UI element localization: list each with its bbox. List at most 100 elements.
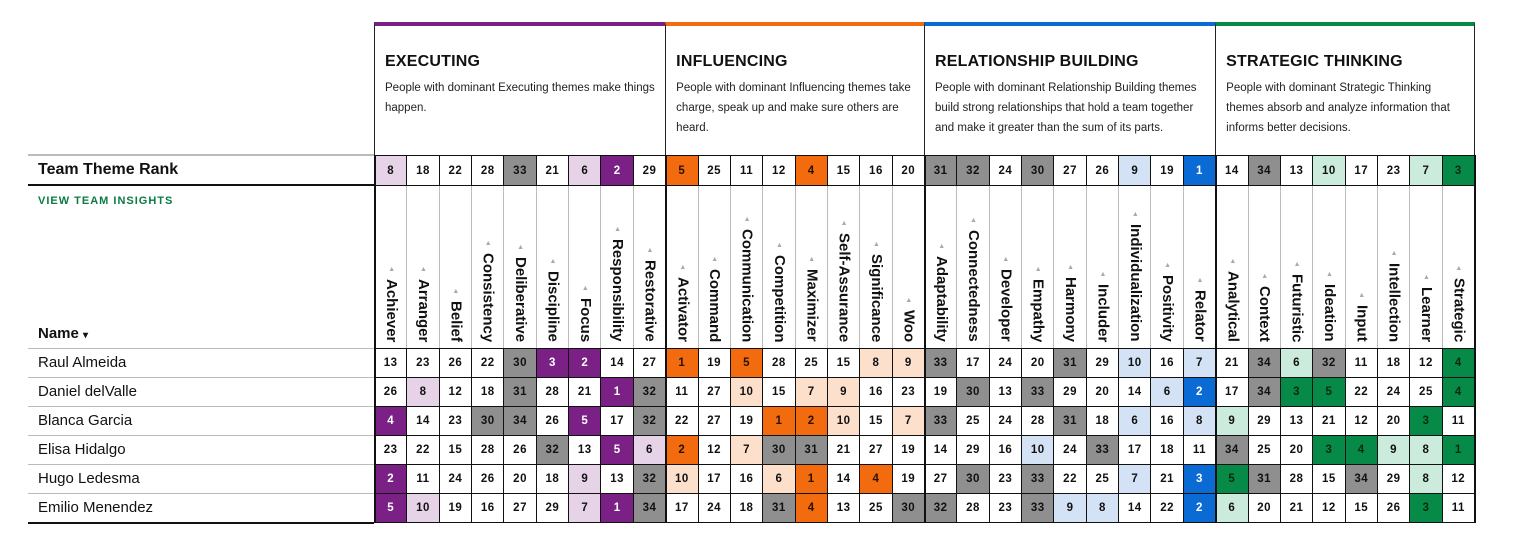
domain-header-executing: EXECUTING People with dominant Executing …: [374, 22, 667, 155]
theme-header-ideation[interactable]: ▲ Ideation: [1312, 185, 1345, 348]
member-rank-cell: 21: [1215, 348, 1249, 378]
theme-header-restorative[interactable]: ▲ Restorative: [632, 185, 666, 348]
sort-arrow-icon: ▲: [743, 215, 751, 223]
theme-header-arranger[interactable]: ▲ Arranger: [406, 185, 439, 348]
member-rank-cell: 11: [1344, 348, 1378, 378]
theme-header-strategic[interactable]: ▲ Strategic: [1441, 185, 1475, 348]
theme-name: Adaptability: [933, 256, 951, 342]
sort-arrow-icon: ▲: [905, 296, 913, 304]
theme-header-consistency[interactable]: ▲ Consistency: [471, 185, 504, 348]
team-rank-cell: 14: [1215, 155, 1249, 186]
member-rank-cell: 11: [406, 464, 440, 494]
member-rank-cell: 27: [503, 493, 537, 523]
member-rank-cell: 1: [600, 377, 634, 407]
member-name[interactable]: Emilio Menendez: [38, 499, 154, 516]
member-rank-cell: 12: [1409, 348, 1443, 378]
member-rank-cell: 30: [956, 464, 990, 494]
member-rank-cell: 10: [665, 464, 699, 494]
member-rank-cell: 10: [1021, 435, 1055, 465]
member-name[interactable]: Hugo Ledesma: [38, 470, 140, 487]
team-rank-cell: 34: [1247, 155, 1281, 186]
member-rank-cell: 9: [1376, 435, 1411, 465]
member-rank-cell: 23: [988, 493, 1023, 523]
theme-header-belief[interactable]: ▲ Belief: [438, 185, 472, 348]
member-name[interactable]: Blanca Garcia: [38, 412, 133, 429]
theme-header-woo[interactable]: ▲ Woo: [891, 185, 925, 348]
theme-header-significance[interactable]: ▲ Significance: [859, 185, 892, 348]
theme-header-discipline[interactable]: ▲ Discipline: [535, 185, 569, 348]
team-rank-cell: 25: [697, 155, 731, 186]
theme-header-developer[interactable]: ▲ Developer: [988, 185, 1022, 348]
team-rank-cell: 15: [826, 155, 861, 186]
name-sort-header[interactable]: Name ▾: [38, 325, 88, 342]
member-rank-cell: 29: [1053, 377, 1087, 407]
member-rank-cell: 7: [891, 406, 925, 436]
sort-arrow-icon: ▲: [1034, 265, 1042, 273]
view-team-insights-link[interactable]: VIEW TEAM INSIGHTS: [38, 195, 174, 207]
member-rank-cell: 4: [1344, 435, 1378, 465]
theme-header-deliberative[interactable]: ▲ Deliberative: [503, 185, 536, 348]
member-rank-cell: 33: [924, 348, 958, 378]
member-name[interactable]: Daniel delValle: [38, 383, 137, 400]
theme-header-connectedness[interactable]: ▲ Connectedness: [956, 185, 989, 348]
sort-arrow-icon: ▲: [1131, 211, 1139, 219]
member-rank-cell: 6: [1118, 406, 1152, 436]
theme-header-futuristic[interactable]: ▲ Futuristic: [1279, 185, 1313, 348]
sort-arrow-icon: ▲: [1455, 264, 1463, 272]
theme-header-learner[interactable]: ▲ Learner: [1409, 185, 1442, 348]
member-rank-cell: 14: [600, 348, 634, 378]
member-rank-cell: 9: [568, 464, 602, 494]
theme-header-intellection[interactable]: ▲ Intellection: [1376, 185, 1410, 348]
theme-header-relator[interactable]: ▲ Relator: [1182, 185, 1216, 348]
theme-name: Individualization: [1126, 224, 1144, 342]
member-rank-cell: 27: [697, 406, 731, 436]
member-rank-cell: 18: [1085, 406, 1120, 436]
theme-header-achiever[interactable]: ▲ Achiever: [374, 185, 407, 348]
member-name[interactable]: Raul Almeida: [38, 354, 127, 371]
theme-header-input[interactable]: ▲ Input: [1344, 185, 1378, 348]
row-divider: [28, 348, 374, 349]
theme-header-analytical[interactable]: ▲ Analytical: [1215, 185, 1248, 348]
theme-header-adaptability[interactable]: ▲ Adaptability: [924, 185, 957, 348]
member-rank-cell: 21: [1150, 464, 1184, 494]
member-rank-cell: 25: [794, 348, 828, 378]
member-rank-cell: 27: [924, 464, 958, 494]
member-rank-cell: 28: [1021, 406, 1055, 436]
theme-header-activator[interactable]: ▲ Activator: [665, 185, 698, 348]
theme-header-focus[interactable]: ▲ Focus: [568, 185, 601, 348]
theme-header-individualization[interactable]: ▲ Individualization: [1118, 185, 1151, 348]
member-rank-cell: 26: [438, 348, 473, 378]
member-rank-cell: 10: [406, 493, 440, 523]
member-rank-cell: 22: [406, 435, 440, 465]
member-rank-cell: 27: [632, 348, 667, 378]
theme-header-communication[interactable]: ▲ Communication: [729, 185, 763, 348]
theme-header-command[interactable]: ▲ Command: [697, 185, 731, 348]
theme-header-harmony[interactable]: ▲ Harmony: [1053, 185, 1086, 348]
theme-header-maximizer[interactable]: ▲ Maximizer: [794, 185, 828, 348]
member-rank-cell: 1: [600, 493, 634, 523]
member-rank-cell: 31: [1247, 464, 1281, 494]
member-rank-cell: 27: [697, 377, 731, 407]
sort-arrow-icon: ▲: [775, 241, 783, 249]
theme-header-self-assurance[interactable]: ▲ Self-Assurance: [826, 185, 860, 348]
sort-arrow-icon: ▲: [1358, 292, 1366, 300]
theme-header-responsibility[interactable]: ▲ Responsibility: [600, 185, 633, 348]
theme-header-empathy[interactable]: ▲ Empathy: [1021, 185, 1054, 348]
member-rank-cell: 3: [1182, 464, 1217, 494]
theme-name: Analytical: [1224, 271, 1242, 342]
member-rank-cell: 20: [1085, 377, 1120, 407]
theme-header-competition[interactable]: ▲ Competition: [762, 185, 795, 348]
domain-description: People with dominant Influencing themes …: [676, 82, 911, 134]
member-rank-cell: 29: [535, 493, 570, 523]
theme-header-includer[interactable]: ▲ Includer: [1085, 185, 1119, 348]
member-rank-cell: 25: [1409, 377, 1443, 407]
member-rank-cell: 2: [1182, 493, 1217, 523]
member-rank-cell: 8: [1085, 493, 1120, 523]
theme-header-context[interactable]: ▲ Context: [1247, 185, 1281, 348]
member-rank-cell: 20: [1279, 435, 1314, 465]
theme-name: Strategic: [1450, 277, 1468, 342]
theme-header-positivity[interactable]: ▲ Positivity: [1150, 185, 1183, 348]
team-rank-cell: 9: [1118, 155, 1152, 186]
member-name[interactable]: Elisa Hidalgo: [38, 441, 126, 458]
team-rank-cell: 1: [1182, 155, 1217, 186]
